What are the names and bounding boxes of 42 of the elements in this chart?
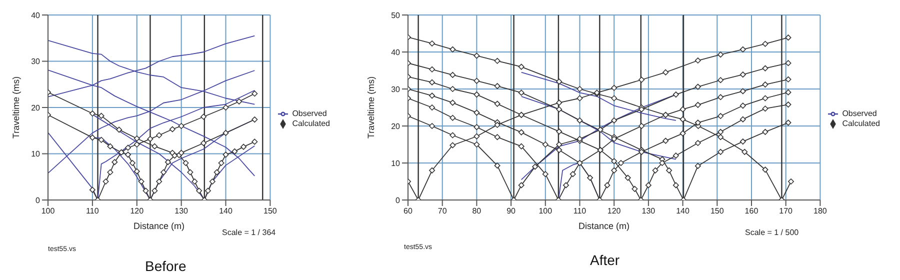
text: Scale = 1 / 500: [745, 228, 799, 237]
x-tick-label: 120: [607, 206, 622, 216]
x-tick-label: 170: [779, 206, 794, 216]
y-tick-label: 20: [31, 103, 41, 112]
y-tick-label: 10: [31, 150, 41, 159]
x-tick-label: 120: [130, 206, 144, 216]
text: Before: [145, 258, 186, 274]
x-tick-label: 140: [676, 206, 690, 216]
x-tick-label: 60: [404, 206, 413, 216]
text: After: [590, 252, 620, 268]
x-tick-label: 80: [472, 206, 482, 216]
legend-label: Observed: [842, 109, 877, 118]
y-tick-label: 30: [31, 57, 41, 66]
y-tick-label: 10: [391, 158, 401, 168]
x-tick-label: 150: [710, 206, 724, 216]
y-tick-label: 0: [36, 196, 41, 205]
legend-label: Calculated: [842, 119, 880, 128]
y-axis-title: Traveltime (ms): [11, 76, 22, 139]
x-tick-label: 70: [438, 206, 448, 216]
x-tick-label: 90: [506, 206, 516, 216]
x-tick-label: 150: [264, 206, 278, 216]
x-tick-label: 160: [744, 206, 759, 216]
x-tick-label: 110: [86, 206, 100, 216]
x-axis-title: Distance (m): [133, 221, 184, 231]
x-tick-label: 130: [642, 206, 656, 216]
y-tick-label: 40: [391, 48, 401, 57]
y-tick-label: 50: [391, 10, 401, 20]
y-tick-label: 20: [391, 122, 401, 131]
y-tick-label: 0: [396, 196, 401, 205]
x-tick-label: 140: [219, 206, 233, 216]
x-tick-label: 100: [41, 206, 56, 216]
legend-label: Calculated: [292, 119, 330, 128]
y-tick-label: 40: [31, 10, 41, 20]
x-tick-label: 100: [538, 206, 553, 216]
x-tick-label: 130: [174, 206, 189, 216]
y-axis-title: Traveltime (ms): [366, 76, 376, 139]
x-tick-label: 110: [573, 206, 587, 216]
legend-label: Observed: [292, 109, 327, 118]
x-tick-label: 180: [814, 206, 828, 216]
y-tick-label: 30: [391, 84, 401, 94]
text: Scale = 1 / 364: [222, 228, 276, 237]
x-axis-title: Distance (m): [578, 221, 630, 231]
